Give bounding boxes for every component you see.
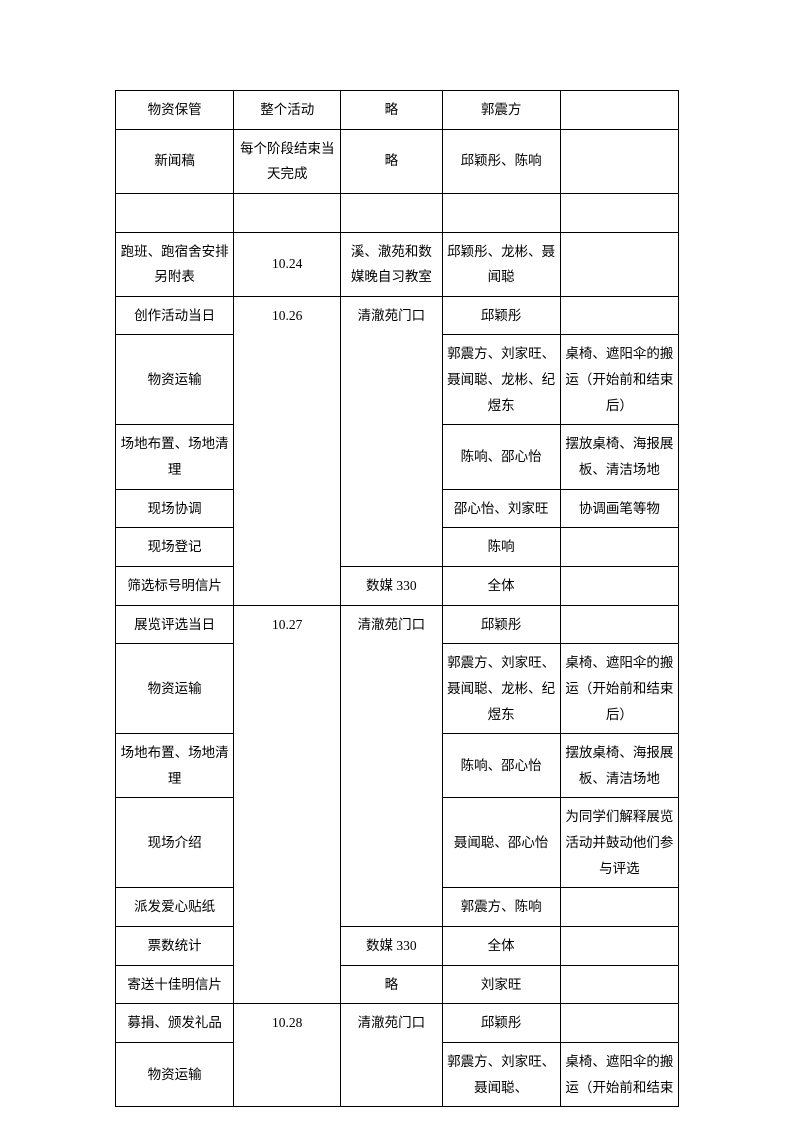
cell-task: 筛选标号明信片 [116,566,234,605]
cell-person: 郭震方、陈响 [442,888,560,927]
cell [234,193,341,232]
cell-task: 创作活动当日 [116,296,234,335]
cell-time: 10.26 [234,296,341,605]
cell-note: 桌椅、遮阳伞的搬运（开始前和结束后） [560,335,678,425]
cell-task: 募捐、颁发礼品 [116,1004,234,1043]
cell-person: 聂闻聪、邵心怡 [442,798,560,888]
cell-note [560,129,678,193]
cell-task: 现场协调 [116,489,234,528]
cell-time: 整个活动 [234,91,341,130]
cell-person: 郭震方、刘家旺、聂闻聪、龙彬、纪煜东 [442,335,560,425]
cell-place: 略 [341,91,442,130]
cell-person: 邱颖彤 [442,296,560,335]
cell-person: 全体 [442,566,560,605]
cell [442,193,560,232]
table-body: 物资保管 整个活动 略 郭震方 新闻稿 每个阶段结束当天完成 略 邱颖彤、陈响 … [116,91,679,1107]
cell-task: 跑班、跑宿舍安排另附表 [116,232,234,296]
cell-task: 寄送十佳明信片 [116,965,234,1004]
cell-person: 刘家旺 [442,965,560,1004]
cell-place: 溪、澈苑和数媒晚自习教室 [341,232,442,296]
cell-time: 10.24 [234,232,341,296]
cell-person: 郭震方、刘家旺、聂闻聪、龙彬、纪煜东 [442,644,560,734]
cell-task: 场地布置、场地清理 [116,734,234,798]
cell-time: 10.27 [234,605,341,1004]
cell-place: 清澈苑门口 [341,1004,442,1107]
cell-time: 每个阶段结束当天完成 [234,129,341,193]
table-row: 募捐、颁发礼品 10.28 清澈苑门口 邱颖彤 [116,1004,679,1043]
cell-note [560,1004,678,1043]
cell-note [560,927,678,966]
table-row: 展览评选当日 10.27 清澈苑门口 邱颖彤 [116,605,679,644]
cell-note [560,232,678,296]
cell-person: 邱颖彤 [442,605,560,644]
table-row: 票数统计 数媒 330 全体 [116,927,679,966]
cell-note: 桌椅、遮阳伞的搬运（开始前和结束后） [560,644,678,734]
cell [116,193,234,232]
cell-person: 邵心怡、刘家旺 [442,489,560,528]
cell-task: 物资运输 [116,644,234,734]
cell-task: 现场介绍 [116,798,234,888]
cell-place: 略 [341,129,442,193]
cell-person: 陈响 [442,528,560,567]
cell-task: 现场登记 [116,528,234,567]
table-row: 筛选标号明信片 数媒 330 全体 [116,566,679,605]
cell-note: 为同学们解释展览活动并鼓动他们参与评选 [560,798,678,888]
cell-note: 协调画笔等物 [560,489,678,528]
cell-place: 略 [341,965,442,1004]
cell-person: 陈响、邵心怡 [442,425,560,489]
table-row: 物资保管 整个活动 略 郭震方 [116,91,679,130]
cell-note [560,566,678,605]
cell-task: 物资运输 [116,1042,234,1106]
cell-note: 摆放桌椅、海报展板、清洁场地 [560,734,678,798]
cell-task: 物资保管 [116,91,234,130]
cell-note [560,888,678,927]
cell-note [560,91,678,130]
cell-place: 数媒 330 [341,566,442,605]
cell-person: 全体 [442,927,560,966]
cell-note [560,528,678,567]
cell-task: 展览评选当日 [116,605,234,644]
table-row: 创作活动当日 10.26 清澈苑门口 邱颖彤 [116,296,679,335]
cell-task: 物资运输 [116,335,234,425]
table-row-empty [116,193,679,232]
cell-note: 桌椅、遮阳伞的搬运（开始前和结束 [560,1042,678,1106]
cell-place: 清澈苑门口 [341,296,442,566]
cell-note [560,605,678,644]
cell-task: 新闻稿 [116,129,234,193]
cell-task: 场地布置、场地清理 [116,425,234,489]
cell-person: 邱颖彤、陈响 [442,129,560,193]
cell-note [560,965,678,1004]
schedule-table: 物资保管 整个活动 略 郭震方 新闻稿 每个阶段结束当天完成 略 邱颖彤、陈响 … [115,90,679,1107]
cell [560,193,678,232]
cell-task: 票数统计 [116,927,234,966]
cell-time: 10.28 [234,1004,341,1107]
cell-note: 摆放桌椅、海报展板、清洁场地 [560,425,678,489]
cell-person: 郭震方 [442,91,560,130]
cell-person: 邱颖彤、龙彬、聂闻聪 [442,232,560,296]
cell-note [560,296,678,335]
table-row: 跑班、跑宿舍安排另附表 10.24 溪、澈苑和数媒晚自习教室 邱颖彤、龙彬、聂闻… [116,232,679,296]
table-row: 寄送十佳明信片 略 刘家旺 [116,965,679,1004]
cell-place: 数媒 330 [341,927,442,966]
cell-person: 郭震方、刘家旺、聂闻聪、 [442,1042,560,1106]
cell-person: 陈响、邵心怡 [442,734,560,798]
cell-place: 清澈苑门口 [341,605,442,926]
cell [341,193,442,232]
table-row: 新闻稿 每个阶段结束当天完成 略 邱颖彤、陈响 [116,129,679,193]
cell-task: 派发爱心贴纸 [116,888,234,927]
cell-person: 邱颖彤 [442,1004,560,1043]
